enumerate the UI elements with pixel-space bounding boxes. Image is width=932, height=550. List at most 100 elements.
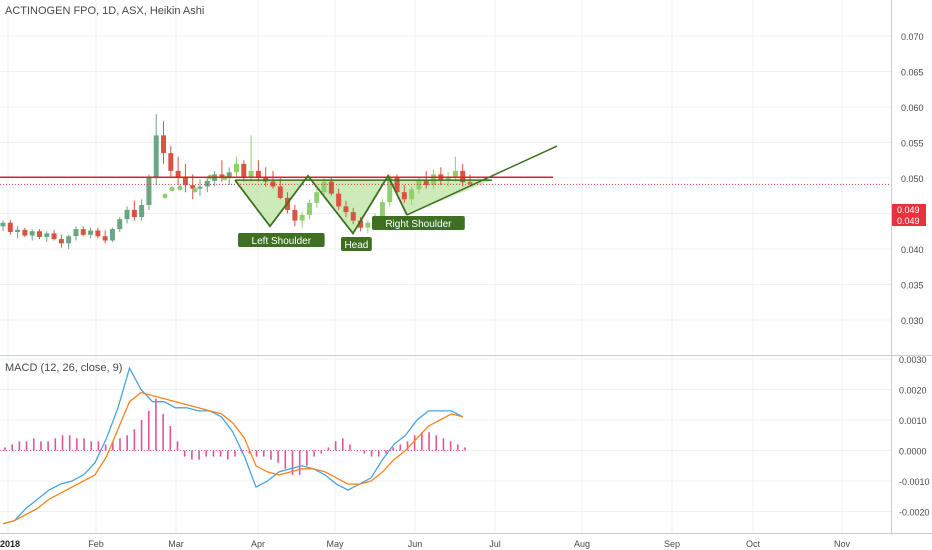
candle-body	[15, 229, 21, 232]
candle-body	[22, 229, 28, 236]
candle-body	[328, 181, 334, 194]
macd-histogram-bar	[212, 450, 215, 457]
candle-body	[394, 178, 400, 193]
candle-body	[88, 230, 94, 235]
candle-body	[343, 206, 349, 213]
macd-histogram-bar	[162, 413, 164, 451]
annotation-label-bg	[372, 216, 465, 230]
candle-body	[401, 192, 407, 200]
macd-histogram-bar	[306, 450, 308, 466]
macd-histogram-bar	[399, 444, 402, 451]
macd-histogram-bar	[25, 441, 28, 451]
macd-histogram-bar	[392, 447, 394, 451]
macd-histogram-bar	[449, 441, 452, 451]
pattern-fill	[235, 175, 492, 234]
macd-histogram-bar	[176, 441, 179, 451]
candle-body	[306, 202, 312, 215]
macd-histogram-bar	[234, 450, 236, 457]
price-label-bg	[892, 204, 926, 215]
price-tick-label: 0.050	[901, 174, 924, 184]
price-tick-label: 0.035	[901, 281, 924, 291]
annotation-label-bg	[341, 237, 372, 251]
macd-histogram-bar	[198, 450, 200, 460]
candle-body	[51, 233, 57, 240]
macd-histogram-bar	[291, 450, 294, 475]
macd-histogram-bar	[277, 450, 279, 463]
candle-body	[36, 231, 42, 237]
candle-body	[95, 230, 101, 237]
macd-histogram-bar	[169, 426, 172, 451]
macd-tick-label: 0.0020	[899, 386, 927, 396]
signal-dot	[162, 193, 168, 199]
macd-histogram-bar	[11, 444, 13, 451]
macd-histogram-bar	[104, 444, 107, 451]
macd-histogram-bar	[334, 441, 337, 451]
macd-histogram-bar	[47, 441, 49, 451]
candle-body	[321, 181, 327, 193]
candle-body	[416, 180, 422, 190]
signal-dot	[192, 187, 198, 193]
x-tick-label: Nov	[834, 539, 851, 549]
x-tick-label: Jul	[489, 539, 501, 549]
macd-histogram-bar	[385, 450, 387, 454]
macd-histogram-bar	[155, 398, 157, 451]
x-tick-label: 2018	[0, 539, 20, 549]
macd-histogram-bar	[457, 444, 459, 451]
candle-body	[44, 233, 50, 237]
macd-histogram-bar	[83, 438, 85, 451]
price-tick-label: 0.065	[901, 68, 924, 78]
macd-histogram-bar	[68, 435, 71, 451]
macd-histogram-bar	[377, 450, 380, 457]
macd-histogram-bar	[133, 429, 136, 451]
price-tick-label: 0.030	[901, 316, 924, 326]
pattern-outline	[234, 173, 408, 235]
x-tick-label: May	[326, 539, 344, 549]
x-tick-label: Feb	[88, 539, 104, 549]
candle-body	[190, 185, 196, 189]
macd-tick-label: 0.0030	[899, 355, 927, 365]
x-tick-label: Sep	[664, 539, 680, 549]
candle-body	[358, 220, 364, 228]
macd-histogram-bar	[428, 432, 430, 451]
candle-body	[234, 163, 239, 173]
candle-body	[131, 209, 137, 218]
price-tick-label: 0.070	[901, 32, 924, 42]
candle-body	[80, 229, 86, 235]
candle-body	[168, 153, 174, 171]
macd-histogram-bar	[370, 450, 373, 457]
macd-histogram-bar	[255, 450, 258, 457]
macd-histogram-bar	[183, 450, 186, 457]
macd-histogram-bar	[327, 447, 330, 451]
candle-body	[387, 178, 393, 203]
signal-line	[2, 391, 464, 525]
price-label: 0.049	[897, 205, 920, 215]
candle-body	[365, 222, 371, 228]
candle-body	[182, 178, 188, 186]
signal-dot	[177, 185, 183, 191]
candle-body	[241, 163, 247, 177]
macd-histogram-bar	[191, 450, 193, 460]
candle-body	[336, 193, 342, 207]
macd-histogram-bar	[227, 450, 229, 460]
annotation-label: Left Shoulder	[252, 236, 312, 247]
macd-histogram-bar	[342, 438, 344, 451]
price-label-bg	[892, 215, 926, 226]
x-tick-label: Jun	[408, 539, 423, 549]
macd-histogram-bar	[76, 438, 78, 451]
candle-body	[350, 212, 356, 221]
macd-histogram-bar	[205, 450, 208, 457]
candle-body	[204, 180, 210, 187]
candle-body	[146, 178, 152, 205]
x-tick-label: Apr	[251, 539, 265, 549]
macd-histogram-bar	[112, 441, 114, 451]
candle-body	[299, 214, 305, 221]
macd-histogram-bar	[270, 450, 272, 460]
annotation-label: Head	[344, 240, 368, 251]
candle-body	[314, 192, 320, 203]
macd-histogram-bar	[18, 441, 21, 451]
macd-tick-label: -0.0020	[899, 508, 930, 518]
candle-body	[467, 182, 473, 184]
macd-histogram-bar	[413, 435, 416, 451]
macd-histogram-bar	[262, 450, 265, 457]
macd-tick-label: -0.0010	[899, 477, 930, 487]
